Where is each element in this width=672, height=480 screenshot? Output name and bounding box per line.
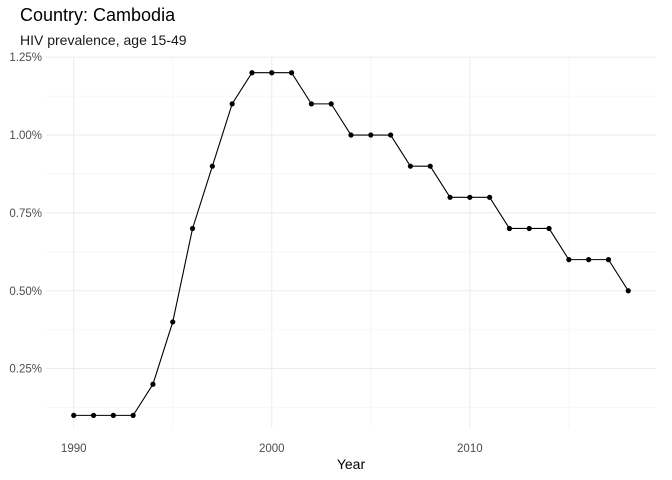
data-series <box>71 70 631 418</box>
y-tick-label: 1.00% <box>9 130 42 142</box>
data-point <box>269 70 275 76</box>
x-axis-title: Year <box>337 456 366 472</box>
y-tick-label: 1.25% <box>9 52 42 64</box>
y-tick-label: 0.50% <box>9 286 42 298</box>
data-point <box>170 319 176 325</box>
data-point <box>586 257 592 263</box>
x-tick-label: 1990 <box>61 443 87 455</box>
data-point <box>566 257 572 263</box>
data-point <box>348 132 354 138</box>
minor-gridlines <box>46 57 656 428</box>
data-point <box>388 132 394 138</box>
data-point <box>90 412 97 418</box>
data-point <box>209 163 215 169</box>
data-point <box>487 194 493 200</box>
data-point <box>249 70 255 76</box>
data-point <box>407 163 414 169</box>
y-tick-label: 0.25% <box>9 364 42 376</box>
data-point <box>546 225 552 232</box>
tick-labels: 1990 2000 2010 0.25% 0.50% 0.75% 1.00% 1.25% <box>9 52 482 455</box>
data-point <box>189 225 196 232</box>
data-point <box>506 225 513 232</box>
x-tick-label: 2000 <box>259 443 285 455</box>
data-point <box>625 288 631 294</box>
data-point <box>288 70 295 76</box>
data-point <box>368 132 374 138</box>
x-tick-label: 2010 <box>457 443 483 455</box>
data-point <box>427 163 433 169</box>
data-point <box>605 257 612 263</box>
data-point <box>110 412 116 418</box>
data-point <box>467 194 473 200</box>
data-point <box>71 412 77 418</box>
series-line <box>73 72 629 416</box>
data-point <box>526 225 532 232</box>
data-point <box>229 101 235 107</box>
major-gridlines <box>46 56 656 428</box>
data-point <box>130 412 136 418</box>
chart-subtitle: HIV prevalence, age 15-49 <box>20 32 187 48</box>
y-tick-label: 0.75% <box>9 208 42 220</box>
data-point <box>447 194 453 200</box>
data-point <box>150 381 156 387</box>
data-point <box>328 101 334 107</box>
data-point <box>308 101 314 107</box>
chart-title: Country: Cambodia <box>20 5 176 25</box>
